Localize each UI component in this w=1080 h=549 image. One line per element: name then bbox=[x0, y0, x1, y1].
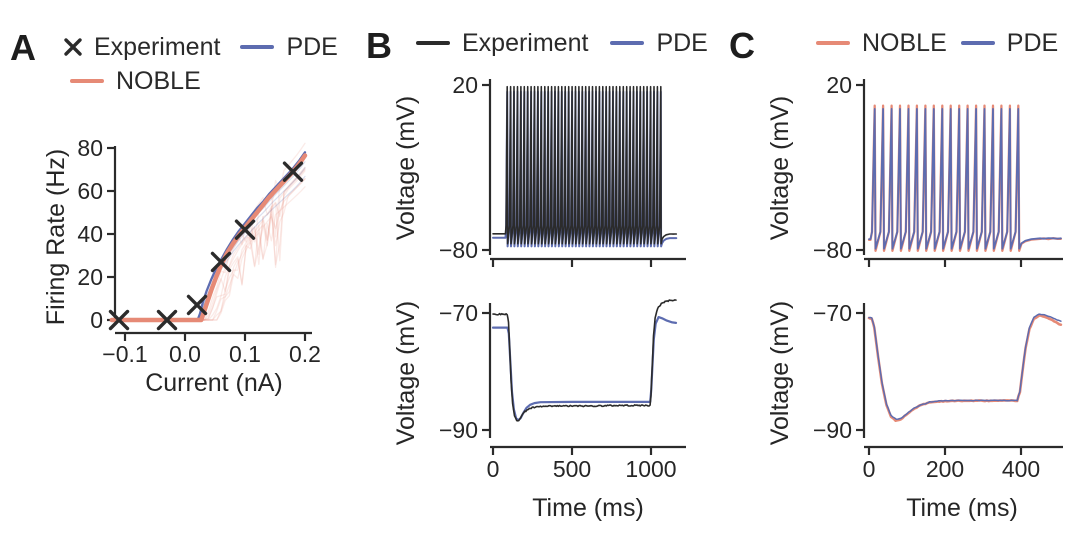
sag-b-experiment-trace bbox=[492, 299, 677, 422]
sag-c-x-tick-label: 400 bbox=[1002, 456, 1040, 482]
fi-curve-experiment-marker bbox=[108, 309, 130, 331]
sag-b-y-axis-label: Voltage (mV) bbox=[392, 301, 420, 446]
noble-line-swatch bbox=[816, 41, 850, 45]
spiking-c-y-tick-label: −80 bbox=[813, 237, 852, 263]
sag-b-x-tick-label: 1000 bbox=[625, 456, 676, 482]
legend-label-pde: PDE bbox=[1006, 28, 1059, 57]
sag-b-x-tick-label: 0 bbox=[487, 456, 500, 482]
sag-c-y-axis-label: Voltage (mV) bbox=[766, 301, 794, 446]
sag-c-y-tick-label: −90 bbox=[813, 417, 852, 443]
panel-c-label: C bbox=[729, 25, 755, 66]
x-marker-icon bbox=[64, 38, 82, 56]
panel-b-label: B bbox=[366, 25, 392, 66]
sag-c-pde-trace bbox=[868, 313, 1062, 421]
pde-line-swatch bbox=[240, 45, 275, 49]
legend-label-experiment: Experiment bbox=[462, 28, 589, 57]
fi-curve-y-axis-label: Firing Rate (Hz) bbox=[42, 149, 70, 325]
fi-curve-experiment-marker bbox=[156, 309, 178, 331]
spiking-b-y-axis-label: Voltage (mV) bbox=[392, 96, 420, 241]
fi-curve-x-tick-label: 0.1 bbox=[229, 341, 261, 367]
legend-label-pde: PDE bbox=[656, 28, 708, 57]
fi-curve-experiment-marker bbox=[186, 294, 208, 316]
sag-c-noble-trace bbox=[867, 314, 1063, 422]
legend-label-pde: PDE bbox=[286, 32, 338, 61]
legend-label-experiment: Experiment bbox=[94, 32, 221, 61]
spiking-c-y-tick-label: 20 bbox=[826, 72, 852, 98]
fi-curve-experiment-marker bbox=[234, 219, 256, 240]
fi-curve-y-tick-label: 40 bbox=[77, 221, 103, 247]
legend-panel-a-row1: Experiment PDE bbox=[62, 30, 338, 64]
legend-panel-c: NOBLE PDE bbox=[816, 26, 1058, 60]
legend-panel-b: Experiment PDE bbox=[416, 26, 708, 60]
spiking-c-pde-trace bbox=[868, 108, 1062, 250]
pde-line-swatch bbox=[960, 41, 995, 45]
fi-curve-experiment-marker bbox=[210, 251, 232, 273]
fi-curve-y-tick-label: 60 bbox=[77, 178, 103, 204]
sag-c-x-tick-label: 0 bbox=[863, 456, 876, 482]
legend-label-noble: NOBLE bbox=[116, 66, 201, 95]
fi-curve-x-axis-label: Current (nA) bbox=[145, 369, 283, 397]
fi-curve-x-tick-label: 0.2 bbox=[289, 341, 321, 367]
sag-b-x-tick-label: 500 bbox=[553, 456, 591, 482]
fi-curve-y-tick-label: 80 bbox=[77, 135, 103, 161]
sag-c-x-axis-label: Time (ms) bbox=[906, 494, 1018, 522]
pde-line-swatch bbox=[610, 41, 645, 45]
sag-b-y-tick-label: −70 bbox=[439, 300, 478, 326]
sag-b-pde-trace bbox=[491, 316, 678, 422]
fi-curve-y-tick-label: 20 bbox=[77, 264, 103, 290]
spiking-b-y-tick-label: 20 bbox=[452, 72, 478, 98]
x-marker-icon bbox=[62, 36, 84, 58]
experiment-line-swatch bbox=[416, 41, 450, 45]
sag-b-x-axis-label: Time (ms) bbox=[532, 494, 644, 522]
fi-curve-x-tick-label: −0.1 bbox=[102, 341, 147, 367]
fi-curve-x-tick-label: 0.0 bbox=[169, 341, 201, 367]
legend-panel-a-row2: NOBLE bbox=[70, 64, 201, 98]
noble-line-swatch bbox=[70, 79, 104, 83]
sag-b-y-tick-label: −90 bbox=[439, 417, 478, 443]
fi-curve-experiment-marker bbox=[282, 161, 304, 182]
spiking-c-y-axis-label: Voltage (mV) bbox=[766, 96, 794, 241]
legend-label-noble: NOBLE bbox=[862, 28, 947, 57]
spiking-b-experiment-trace bbox=[492, 85, 678, 245]
sag-c-x-tick-label: 200 bbox=[926, 456, 964, 482]
fi-curve-y-tick-label: 0 bbox=[90, 307, 103, 333]
panel-a-label: A bbox=[10, 27, 36, 68]
sag-c-y-tick-label: −70 bbox=[813, 300, 852, 326]
spiking-b-y-tick-label: −80 bbox=[439, 237, 478, 263]
